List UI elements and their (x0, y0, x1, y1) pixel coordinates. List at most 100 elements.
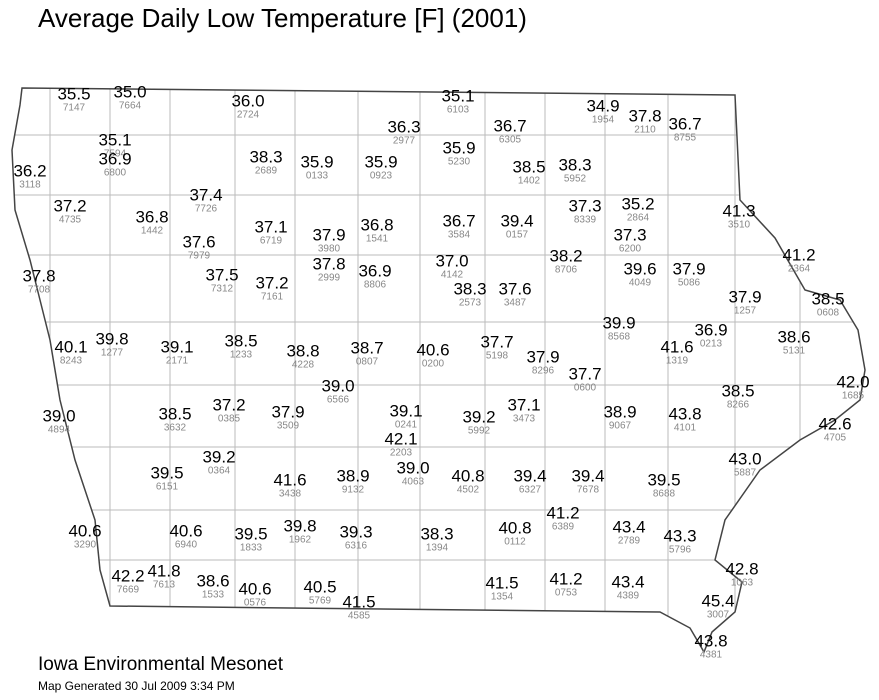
station-id: 8755 (674, 133, 697, 144)
station-value: 40.6 (68, 521, 101, 540)
station-id: 1394 (426, 543, 449, 554)
station-value: 37.5 (205, 265, 238, 284)
station-id: 7708 (28, 285, 51, 296)
station-id: 0807 (356, 357, 379, 368)
station-value: 36.7 (668, 114, 701, 133)
station-value: 35.2 (621, 194, 654, 213)
station-value: 35.1 (441, 86, 474, 105)
station-id: 2364 (788, 264, 811, 275)
station-id: 4381 (700, 650, 723, 661)
station-id: 6103 (447, 105, 470, 116)
station-value: 38.6 (777, 327, 810, 346)
station-id: 1833 (240, 543, 263, 554)
station-value: 39.0 (396, 458, 429, 477)
station-id: 6800 (104, 168, 127, 179)
station-id: 2724 (237, 110, 260, 121)
station-id: 0576 (244, 598, 267, 609)
station-value: 42.8 (725, 559, 758, 578)
station-value: 37.0 (435, 251, 468, 270)
station-value: 41.6 (660, 337, 693, 356)
station-value: 39.6 (623, 259, 656, 278)
station-value: 45.4 (701, 591, 734, 610)
station-value: 39.5 (647, 470, 680, 489)
station-value: 42.6 (818, 414, 851, 433)
station-id: 3290 (74, 540, 97, 551)
station-id: 2689 (255, 166, 278, 177)
station-value: 38.5 (512, 157, 545, 176)
station-id: 7161 (261, 292, 284, 303)
station-value: 41.5 (342, 592, 375, 611)
station-value: 36.9 (358, 261, 391, 280)
station-value: 35.0 (113, 82, 146, 101)
station-id: 8568 (608, 332, 631, 343)
station-value: 39.0 (42, 406, 75, 425)
station-value: 38.3 (420, 524, 453, 543)
station-value: 38.5 (158, 404, 191, 423)
station-value: 39.8 (95, 329, 128, 348)
station-value: 36.7 (493, 116, 526, 135)
station-id: 2864 (627, 213, 650, 224)
station-value: 41.6 (273, 470, 306, 489)
station-value: 37.6 (182, 232, 215, 251)
station-value: 39.1 (160, 337, 193, 356)
station-id: 8243 (60, 356, 83, 367)
station-value: 38.2 (549, 246, 582, 265)
station-value: 39.2 (202, 447, 235, 466)
station-value: 38.9 (603, 402, 636, 421)
station-value: 38.3 (249, 147, 282, 166)
station-id: 9067 (609, 421, 632, 432)
station-id: 5796 (669, 545, 692, 556)
station-value: 40.6 (238, 579, 271, 598)
station-value: 37.2 (255, 273, 288, 292)
station-value: 43.4 (612, 517, 645, 536)
station-id: 3632 (164, 423, 187, 434)
station-value: 38.9 (336, 466, 369, 485)
station-id: 9132 (342, 485, 365, 496)
station-id: 5952 (564, 174, 587, 185)
station-id: 0608 (817, 308, 840, 319)
station-id: 4049 (629, 278, 652, 289)
station-id: 3509 (277, 421, 300, 432)
station-id: 4735 (59, 215, 82, 226)
station-value: 36.3 (387, 117, 420, 136)
station-value: 38.5 (721, 381, 754, 400)
station-id: 6151 (156, 482, 179, 493)
station-id: 5230 (448, 157, 471, 168)
station-id: 3584 (448, 230, 471, 241)
station-value: 37.9 (312, 225, 345, 244)
station-value: 39.8 (283, 516, 316, 535)
station-value: 40.5 (303, 577, 336, 596)
station-value: 36.2 (13, 161, 46, 180)
station-id: 2203 (390, 448, 413, 459)
station-id: 5887 (734, 468, 757, 479)
station-value: 35.9 (364, 152, 397, 171)
station-value: 39.0 (321, 376, 354, 395)
station-value: 41.2 (782, 245, 815, 264)
station-id: 5992 (468, 426, 491, 437)
station-id: 0364 (208, 466, 231, 477)
station-id: 6940 (175, 540, 198, 551)
station-value: 39.3 (339, 522, 372, 541)
station-value: 37.4 (189, 185, 222, 204)
station-value: 37.3 (568, 196, 601, 215)
station-id: 8806 (364, 280, 387, 291)
station-id: 0112 (504, 537, 526, 548)
station-id: 4585 (348, 611, 371, 622)
station-value: 37.7 (568, 364, 601, 383)
station-value: 36.9 (98, 149, 131, 168)
station-value: 43.3 (663, 526, 696, 545)
station-id: 1354 (491, 592, 514, 603)
station-id: 2977 (393, 136, 416, 147)
station-id: 5769 (309, 596, 332, 607)
station-id: 2171 (166, 356, 189, 367)
station-value: 37.8 (312, 254, 345, 273)
station-value: 40.8 (498, 518, 531, 537)
station-value: 42.2 (111, 566, 144, 585)
station-value: 38.3 (453, 279, 486, 298)
station-value: 41.2 (546, 503, 579, 522)
station-value: 39.9 (602, 313, 635, 332)
station-id: 6200 (619, 244, 642, 255)
station-id: 0157 (506, 230, 529, 241)
